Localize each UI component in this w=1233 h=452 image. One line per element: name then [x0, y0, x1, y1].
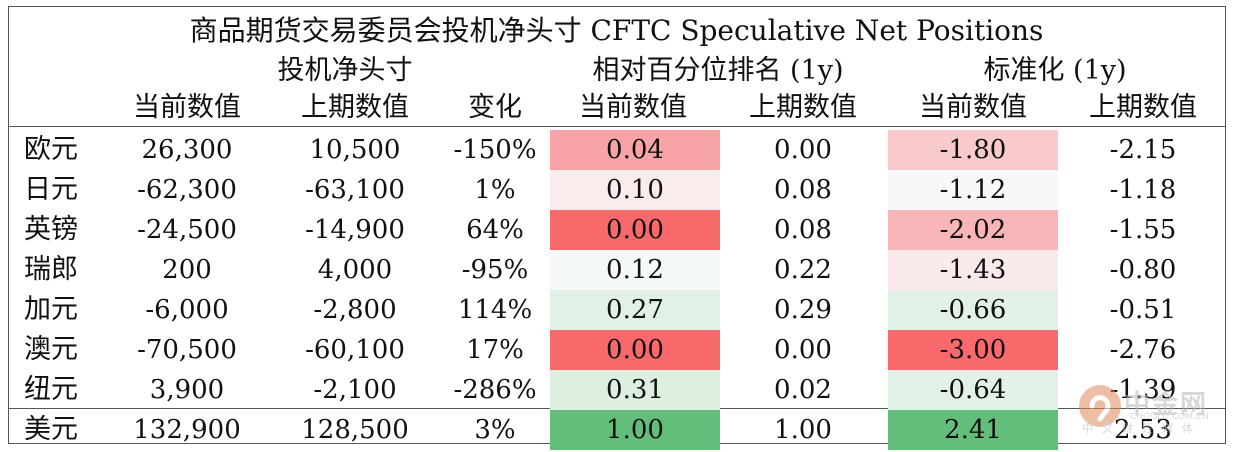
cell-net-prev: -2,100: [313, 375, 397, 405]
cell-net-cur: 3,900: [149, 375, 225, 405]
cell-rank-cur: 0.10: [550, 170, 720, 210]
cell-net-cur: 200: [162, 255, 212, 285]
cell-rank-prev: 0.29: [774, 295, 832, 325]
table-row: 日元 -62,300 -63,100 1% 0.10 0.08 -1.12 -1.18: [10, 170, 1224, 210]
table-row: 纽元 3,900 -2,100 -286% 0.31 0.02 -0.64 -1.39: [10, 370, 1224, 410]
cell-name: 加元: [24, 294, 78, 325]
cell-rank-prev: 0.00: [774, 335, 832, 365]
cell-net-prev: -60,100: [305, 335, 405, 365]
group-net-positions: 投机净头寸: [277, 55, 413, 86]
col-change: 变化: [468, 92, 522, 123]
cell-std-prev: -0.80: [1109, 255, 1177, 285]
cell-std-prev: -0.51: [1109, 295, 1177, 325]
cell-rank-prev: 0.00: [774, 135, 832, 165]
cell-change: 3%: [474, 415, 516, 445]
col-rank-previous: 上期数值: [749, 92, 857, 123]
cell-net-prev: -63,100: [305, 175, 405, 205]
group-percentile-rank: 相对百分位排名 (1y): [592, 55, 844, 86]
cell-std-cur: -0.64: [888, 370, 1058, 410]
cell-rank-prev: 0.08: [774, 215, 832, 245]
col-net-previous: 上期数值: [301, 92, 409, 123]
cell-rank-cur: 1.00: [550, 410, 720, 450]
header-divider: [8, 126, 1226, 127]
cell-name: 日元: [24, 174, 78, 205]
cell-rank-cur: 0.04: [550, 130, 720, 170]
cell-rank-cur: 0.31: [550, 370, 720, 410]
cell-net-cur: -24,500: [137, 215, 237, 245]
table-row: 加元 -6,000 -2,800 114% 0.27 0.29 -0.66 -0.51: [10, 290, 1224, 330]
cell-std-prev: -1.18: [1109, 175, 1177, 205]
cell-net-prev: -2,800: [313, 295, 397, 325]
cell-name: 欧元: [24, 134, 78, 165]
table-title: 商品期货交易委员会投机净头寸 CFTC Speculative Net Posi…: [189, 14, 1044, 47]
table-row: 欧元 26,300 10,500 -150% 0.04 0.00 -1.80 -2.15: [10, 130, 1224, 170]
cell-change: 114%: [457, 295, 533, 325]
cell-name: 澳元: [24, 334, 78, 365]
cell-std-cur: -1.12: [888, 170, 1058, 210]
col-rank-current: 当前数值: [579, 92, 687, 123]
cell-rank-cur: 0.00: [550, 330, 720, 370]
cell-change: 1%: [474, 175, 516, 205]
cell-rank-cur: 0.12: [550, 250, 720, 290]
cell-std-cur: -1.43: [888, 250, 1058, 290]
cell-rank-prev: 0.08: [774, 175, 832, 205]
cell-change: -95%: [461, 255, 529, 285]
cell-change: -286%: [453, 375, 537, 405]
cell-std-cur: 2.41: [888, 410, 1058, 450]
cell-rank-prev: 0.22: [774, 255, 832, 285]
cell-std-cur: -1.80: [888, 130, 1058, 170]
cell-net-prev: 4,000: [317, 255, 393, 285]
table-row: 瑞郎 200 4,000 -95% 0.12 0.22 -1.43 -0.80: [10, 250, 1224, 290]
table-row: 美元 132,900 128,500 3% 1.00 1.00 2.41 2.53: [10, 410, 1224, 450]
cell-std-prev: -1.55: [1109, 215, 1177, 245]
cell-net-cur: 26,300: [141, 135, 233, 165]
cell-std-cur: -2.02: [888, 210, 1058, 250]
cell-std-prev: -1.39: [1109, 375, 1177, 405]
cell-rank-cur: 0.27: [550, 290, 720, 330]
cell-name: 英镑: [24, 214, 78, 245]
cell-std-cur: -0.66: [888, 290, 1058, 330]
cell-net-prev: -14,900: [305, 215, 405, 245]
cell-net-prev: 128,500: [301, 415, 409, 445]
cell-rank-prev: 0.02: [774, 375, 832, 405]
table-row: 英镑 -24,500 -14,900 64% 0.00 0.08 -2.02 -1.55: [10, 210, 1224, 250]
cell-net-cur: -62,300: [137, 175, 237, 205]
cell-change: -150%: [453, 135, 537, 165]
cell-std-cur: -3.00: [888, 330, 1058, 370]
cell-change: 64%: [466, 215, 524, 245]
cell-rank-prev: 1.00: [774, 415, 832, 445]
cell-std-prev: 2.53: [1114, 415, 1172, 445]
cell-name: 纽元: [24, 374, 78, 405]
cell-net-prev: 10,500: [309, 135, 401, 165]
cell-name: 瑞郎: [24, 254, 78, 285]
col-std-previous: 上期数值: [1089, 92, 1197, 123]
cell-rank-cur: 0.00: [550, 210, 720, 250]
cell-net-cur: -6,000: [145, 295, 229, 325]
cell-net-cur: 132,900: [133, 415, 241, 445]
cell-name: 美元: [24, 414, 78, 445]
cell-std-prev: -2.15: [1109, 135, 1177, 165]
col-std-current: 当前数值: [919, 92, 1027, 123]
cell-net-cur: -70,500: [137, 335, 237, 365]
cell-change: 17%: [466, 335, 524, 365]
cell-std-prev: -2.76: [1109, 335, 1177, 365]
col-net-current: 当前数值: [133, 92, 241, 123]
table-row: 澳元 -70,500 -60,100 17% 0.00 0.00 -3.00 -2.76: [10, 330, 1224, 370]
group-standardized: 标准化 (1y): [983, 55, 1127, 86]
